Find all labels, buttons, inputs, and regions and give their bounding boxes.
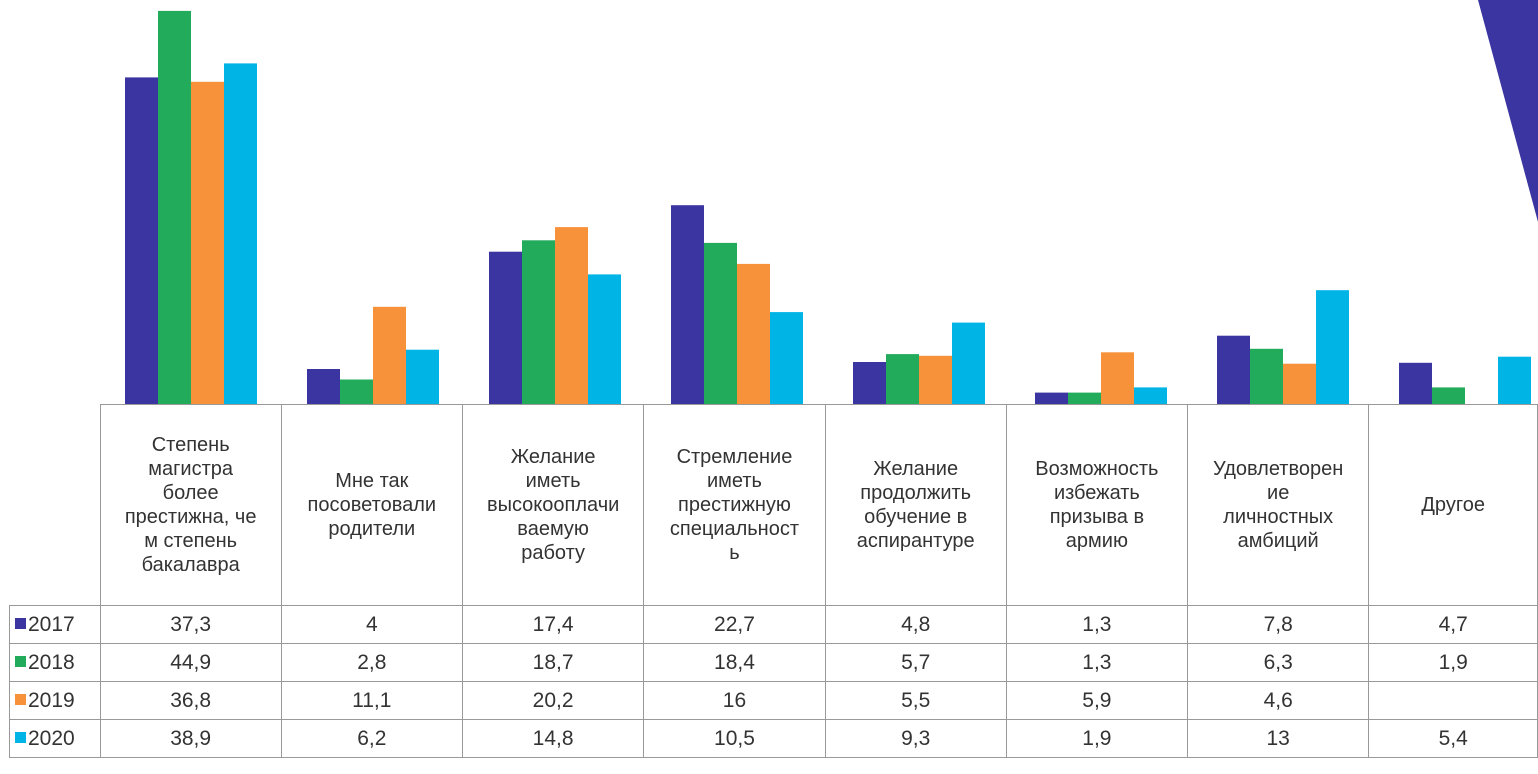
data-label-2017-cat-3: 17,4 <box>461 605 645 644</box>
bar-chart-plot <box>125 10 1531 405</box>
data-label-2019-cat-3: 20,2 <box>461 681 645 720</box>
data-label-2018-cat-2: 2,8 <box>280 643 463 682</box>
data-label-2017-cat-8: 4,7 <box>1368 605 1538 644</box>
data-label-2018-cat-6: 1,3 <box>1005 643 1189 682</box>
category-label-6: Возможность избежать призыва в армию <box>1005 404 1189 606</box>
bar-2018-cat-1 <box>158 10 191 405</box>
legend-swatch <box>15 693 26 705</box>
legend-swatch <box>15 617 26 629</box>
table-row: 2019 36,8 11,1 20,2 16 5,5 5,9 4,6 <box>9 681 1538 720</box>
bar-2017-cat-1 <box>125 77 158 405</box>
bar-2017-cat-6 <box>1035 392 1068 404</box>
legend-entry-2018: 2018 <box>9 643 101 682</box>
bar-2017-cat-5 <box>853 362 886 404</box>
legend-entry-2019: 2019 <box>9 681 101 720</box>
bar-2020-cat-1 <box>224 63 257 405</box>
legend-entry-2020: 2020 <box>9 719 101 758</box>
data-label-2020-cat-1: 38,9 <box>99 719 282 758</box>
data-label-2017-cat-7: 7,8 <box>1186 605 1370 644</box>
category-label-7: Удовлетворен ие личностных амбиций <box>1186 404 1370 606</box>
data-label-2018-cat-8: 1,9 <box>1368 643 1538 682</box>
data-label-2019-cat-1: 36,8 <box>99 681 282 720</box>
data-label-2019-cat-5: 5,5 <box>824 681 1007 720</box>
data-label-2018-cat-4: 18,4 <box>643 643 826 682</box>
bar-2018-cat-7 <box>1250 348 1283 404</box>
bar-2017-cat-2 <box>307 369 340 404</box>
table-row: 2018 44,9 2,8 18,7 18,4 5,7 1,3 6,3 1,9 <box>9 643 1538 682</box>
data-label-2017-cat-4: 22,7 <box>643 605 826 644</box>
legend-swatch <box>15 731 26 743</box>
data-label-2020-cat-4: 10,5 <box>643 719 826 758</box>
category-label-3: Желание иметь высокооплачи ваемую работу <box>461 404 645 606</box>
bar-2019-cat-5 <box>919 355 952 404</box>
table-corner <box>10 405 101 606</box>
legend-label: 2020 <box>28 726 75 750</box>
bar-2018-cat-3 <box>522 240 555 404</box>
bar-2020-cat-2 <box>406 349 439 404</box>
data-label-2020-cat-3: 14,8 <box>461 719 645 758</box>
bar-2018-cat-8 <box>1432 387 1465 404</box>
data-label-2019-cat-2: 11,1 <box>280 681 463 720</box>
category-label-1: Степень магистра более престижна, че м степе… <box>99 404 282 606</box>
bar-2020-cat-4 <box>770 312 803 404</box>
data-label-2017-cat-6: 1,3 <box>1005 605 1189 644</box>
legend-entry-2017: 2017 <box>9 605 101 644</box>
bar-2018-cat-4 <box>704 242 737 404</box>
category-header-row: Степень магистра более престижна, че м степе… <box>10 404 1538 606</box>
bar-2017-cat-4 <box>671 205 704 404</box>
data-label-2020-cat-7: 13 <box>1186 719 1370 758</box>
legend-label: 2018 <box>28 650 75 674</box>
bar-2020-cat-7 <box>1316 290 1349 404</box>
data-label-2018-cat-3: 18,7 <box>461 643 645 682</box>
data-label-2020-cat-2: 6,2 <box>280 719 463 758</box>
bar-2017-cat-7 <box>1217 335 1250 404</box>
bar-2019-cat-6 <box>1101 352 1134 404</box>
data-label-2019-cat-7: 4,6 <box>1186 681 1370 720</box>
data-label-2019-cat-8 <box>1368 681 1538 720</box>
table-row: 2020 38,9 6,2 14,8 10,5 9,3 1,9 13 5,4 <box>9 719 1538 758</box>
bar-2020-cat-3 <box>588 274 621 404</box>
data-label-2017-cat-1: 37,3 <box>99 605 282 644</box>
chart-data-table: Степень магистра более престижна, че м степе… <box>9 404 1538 758</box>
bar-2019-cat-2 <box>373 306 406 404</box>
bar-2017-cat-3 <box>489 251 522 404</box>
data-label-2017-cat-5: 4,8 <box>824 605 1007 644</box>
category-label-4: Стремление иметь престижную специальност ь <box>643 404 826 606</box>
bar-2020-cat-8 <box>1498 356 1531 404</box>
bar-2018-cat-2 <box>340 379 373 404</box>
data-label-2019-cat-6: 5,9 <box>1005 681 1189 720</box>
bar-2019-cat-7 <box>1283 363 1316 404</box>
bar-2019-cat-3 <box>555 227 588 404</box>
bar-2017-cat-8 <box>1399 362 1432 404</box>
data-label-2018-cat-5: 5,7 <box>824 643 1007 682</box>
category-label-5: Желание продолжить обучение в аспирантуре <box>824 404 1007 606</box>
data-label-2020-cat-6: 1,9 <box>1005 719 1189 758</box>
data-label-2020-cat-8: 5,4 <box>1368 719 1538 758</box>
data-label-2017-cat-2: 4 <box>280 605 463 644</box>
data-label-2018-cat-7: 6,3 <box>1186 643 1370 682</box>
bar-2020-cat-6 <box>1134 387 1167 404</box>
data-label-2019-cat-4: 16 <box>643 681 826 720</box>
data-label-2018-cat-1: 44,9 <box>99 643 282 682</box>
legend-label: 2017 <box>28 612 75 636</box>
legend-swatch <box>15 655 26 667</box>
bar-2018-cat-6 <box>1068 392 1101 404</box>
table-row: 2017 37,3 4 17,4 22,7 4,8 1,3 7,8 4,7 <box>9 605 1538 644</box>
bar-2019-cat-4 <box>737 263 770 404</box>
bar-2018-cat-5 <box>886 354 919 404</box>
bar-2019-cat-1 <box>191 81 224 405</box>
category-label-8: Другое <box>1368 404 1538 606</box>
bar-2020-cat-5 <box>952 322 985 404</box>
category-label-2: Мне так посоветовали родители <box>280 404 463 606</box>
data-label-2020-cat-5: 9,3 <box>824 719 1007 758</box>
legend-label: 2019 <box>28 688 75 712</box>
